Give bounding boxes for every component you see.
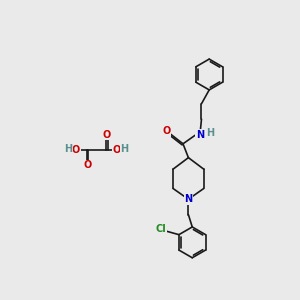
- Text: N: N: [196, 130, 204, 140]
- Text: O: O: [103, 130, 111, 140]
- Text: O: O: [72, 145, 80, 155]
- Text: H: H: [64, 144, 72, 154]
- Text: H: H: [206, 128, 214, 138]
- Text: N: N: [184, 194, 193, 204]
- Text: O: O: [83, 160, 92, 170]
- Text: O: O: [163, 127, 171, 136]
- Text: H: H: [120, 144, 129, 154]
- Text: O: O: [113, 145, 121, 155]
- Text: Cl: Cl: [156, 224, 167, 233]
